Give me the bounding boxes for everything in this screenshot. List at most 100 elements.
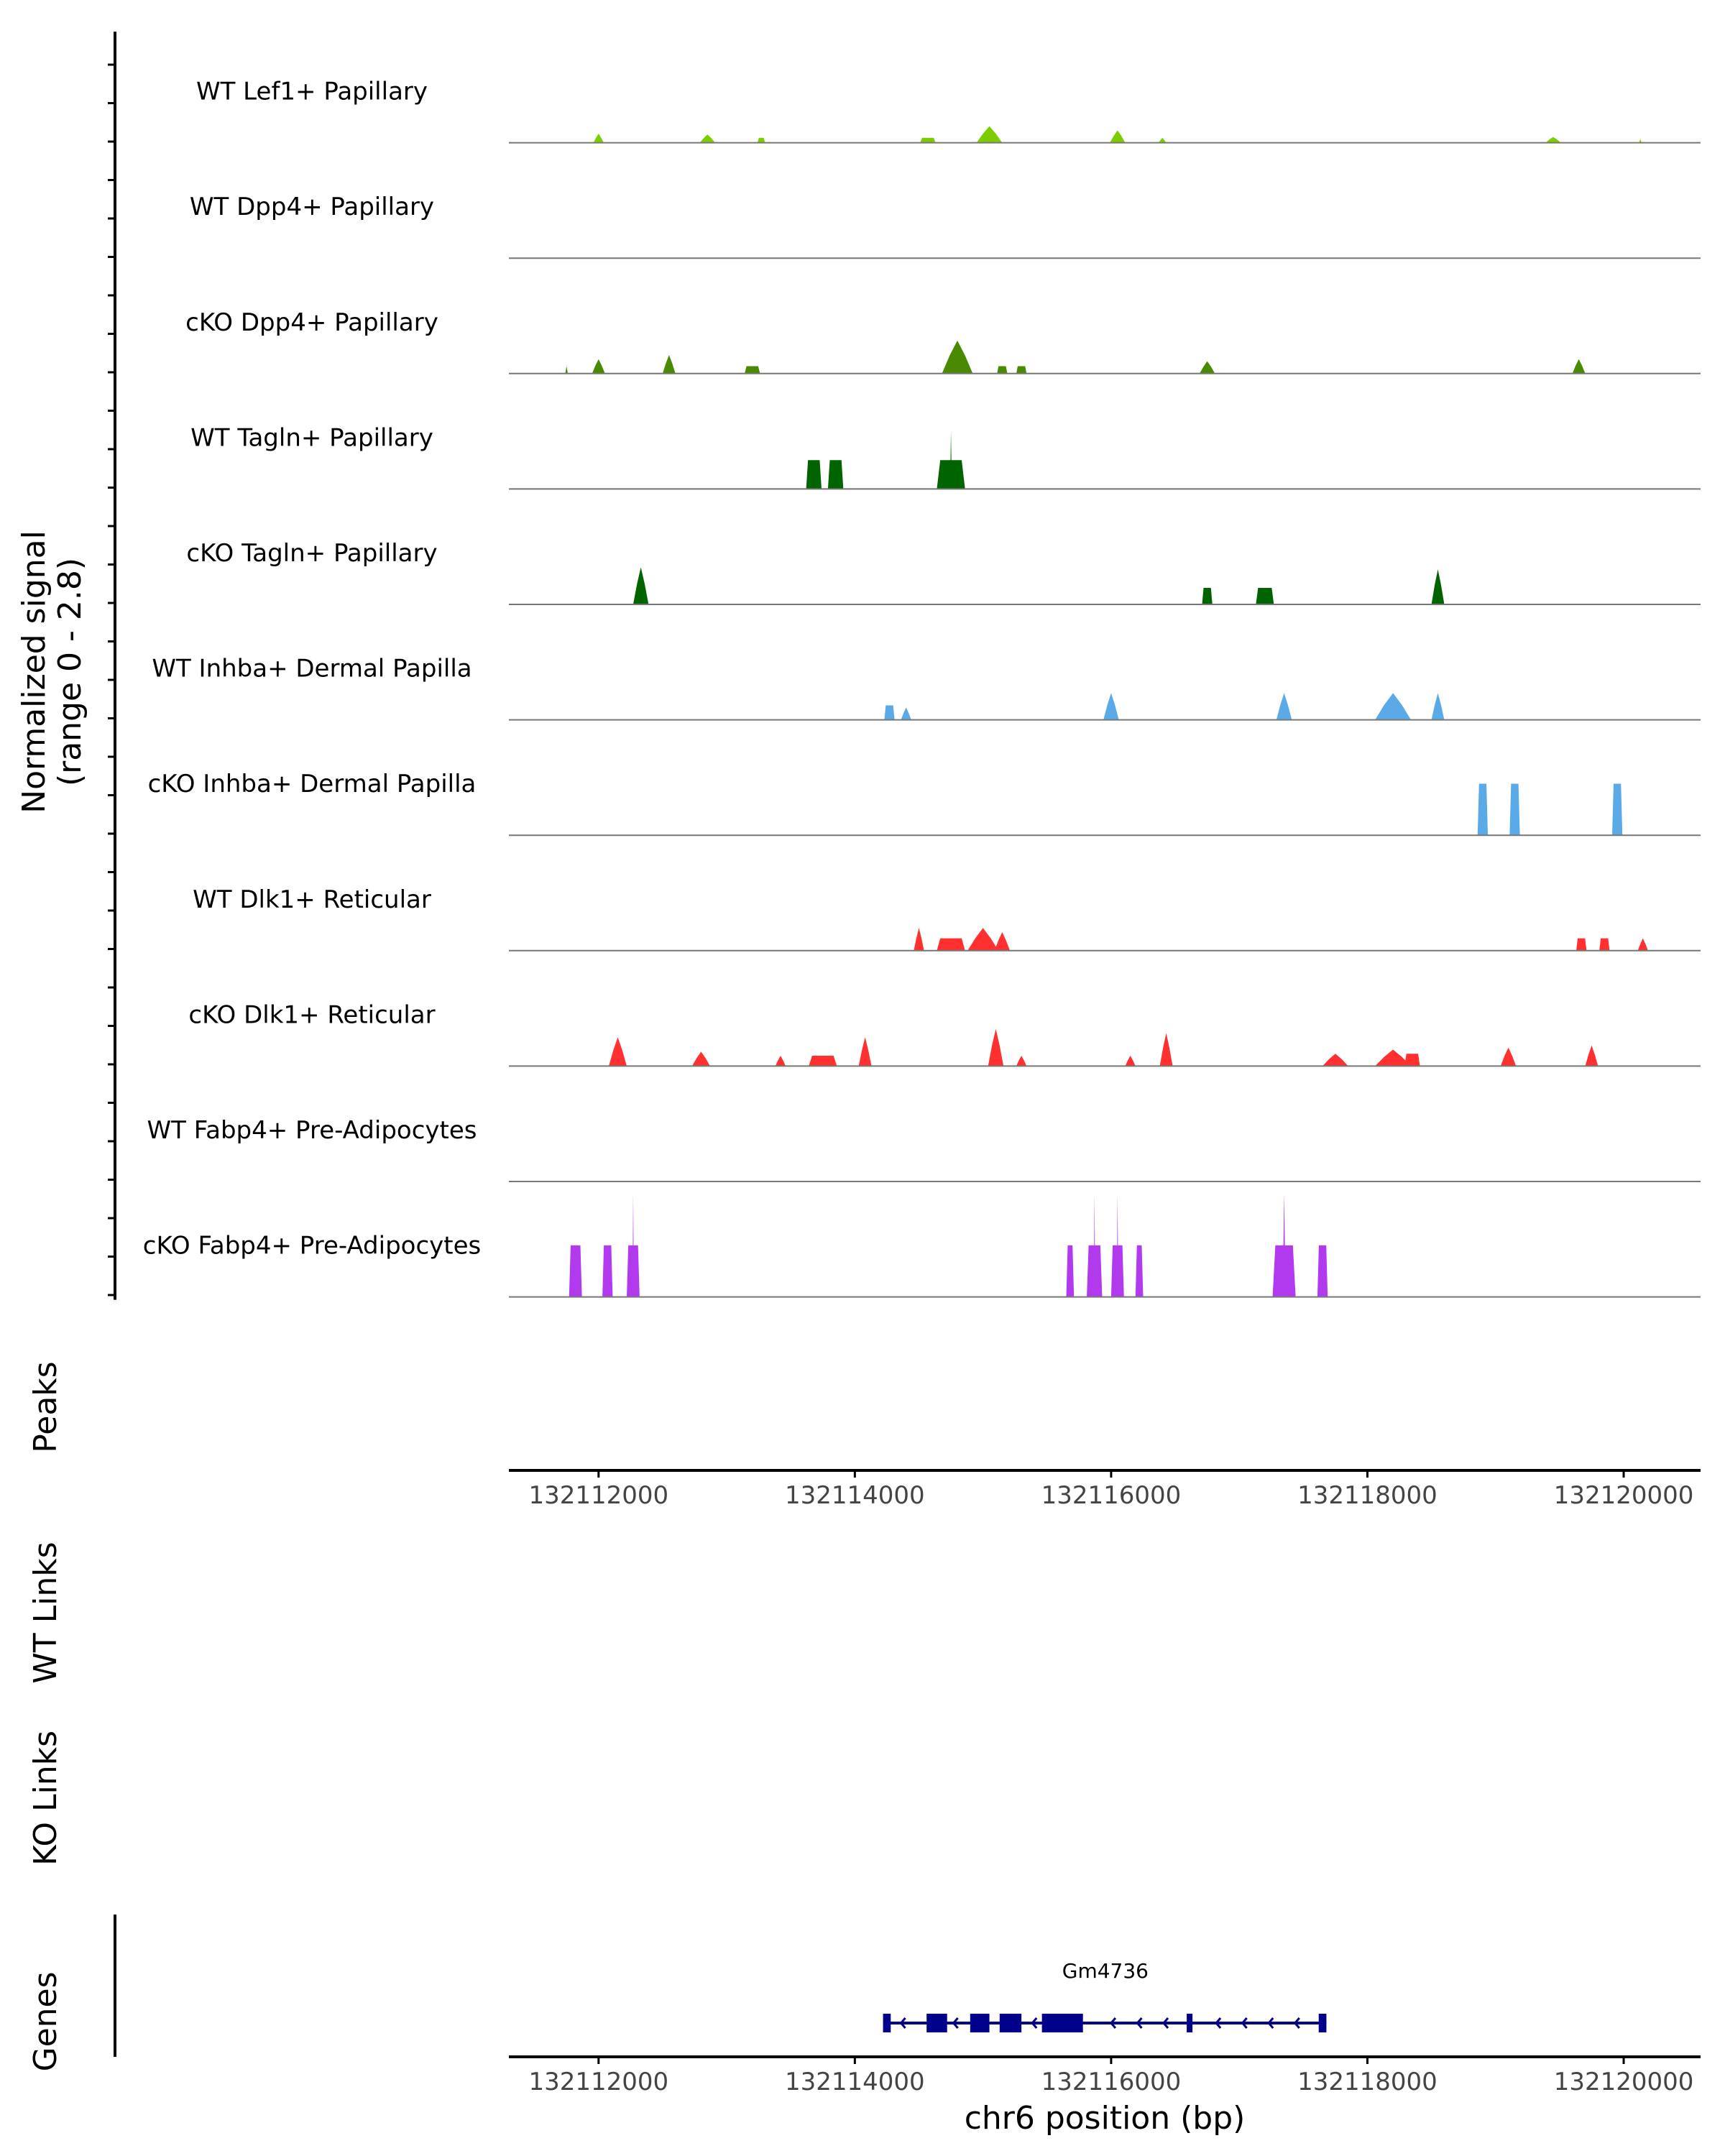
gene-exon [1318,2014,1327,2032]
strand-arrow [1293,2017,1300,2029]
track [509,693,1701,721]
track-label: cKO Dlk1+ Reticular [188,1000,435,1029]
signal-peak [1016,366,1027,374]
signal-peak [1202,588,1213,604]
signal-peak [994,931,1011,951]
strand-arrow [1162,2017,1169,2029]
panel-label-wt-links: WT Links [27,1542,64,1683]
signal-peak [1125,1056,1136,1067]
strand-arrow [1241,2017,1248,2029]
signal-peak [1500,1047,1517,1067]
gene-name-label: Gm4736 [1062,1959,1149,1983]
signal-peak [997,366,1008,374]
peaks-x-tick-label: 132118000 [1297,1481,1438,1510]
y-axis-label-line1: Normalized signal [16,530,52,814]
signal-peak [1322,1054,1348,1067]
signal-peak [1276,693,1292,720]
track-label: WT Fabp4+ Pre-Adipocytes [147,1116,477,1145]
signal-peak [976,126,1003,143]
strand-arrow [1215,2017,1222,2029]
signal-peak [942,340,973,374]
signal-peak [565,365,569,374]
signal-peak [569,1245,582,1297]
signal-peak [967,928,999,951]
genes-x-tick-label: 132120000 [1554,2068,1694,2096]
signal-peak [757,137,765,143]
signal-peak [806,460,822,489]
signal-peak [809,1056,837,1067]
signal-peak [1576,938,1587,951]
peaks-x-axis: 132112000 132114000 132116000 132118000 1321… [509,1469,1701,1510]
strand-arrow [899,2017,906,2029]
signal-peak [1599,938,1610,951]
peaks-x-tick-label: 132120000 [1554,1481,1694,1510]
peaks-x-tick-label: 132116000 [1041,1481,1182,1510]
signal-peak [662,354,676,374]
panel-label-genes: Genes [27,1971,64,2071]
signal-peak [609,1037,627,1067]
track [509,431,1701,490]
signal-peak [858,1037,872,1067]
panel-label-peaks: Peaks [27,1361,64,1452]
signal-peak [1016,1056,1027,1067]
gene-exon [883,2014,891,2032]
signal-peak [1159,1033,1173,1067]
strand-arrow [1031,2017,1038,2029]
signal-peak [1103,693,1119,720]
gene-exon [999,2014,1022,2032]
signal-peak [602,1245,613,1297]
gene-model: Gm4736 [883,1959,1327,2032]
signal-peak [884,705,895,720]
track [509,567,1701,605]
peaks-x-tick-label: 132114000 [785,1481,925,1510]
track [509,1028,1701,1067]
y-axis-label-line2: (range 0 - 2.8) [52,558,88,786]
gene-exon [1187,2014,1193,2032]
track-label: WT Tagln+ Papillary [190,423,433,452]
signal-peak [1477,783,1489,836]
track-label: WT Dlk1+ Reticular [193,885,431,914]
genes-x-axis: 132112000 132114000 132116000 132118000 1321… [509,2055,1701,2096]
track [509,1194,1701,1298]
signal-peak [1572,359,1586,374]
signal-peak [1135,1245,1144,1297]
track-label: cKO Inhba+ Dermal Papilla [148,770,477,798]
signal-peak [827,460,844,489]
gene-exon [926,2014,947,2032]
signal-peak [988,1028,1004,1067]
track-label: WT Lef1+ Papillary [196,78,428,106]
signal-peak [1639,138,1642,143]
track [509,340,1701,374]
gene-exon [1041,2014,1083,2032]
genes-x-tick-label: 132114000 [785,2068,925,2096]
track-label: cKO Fabp4+ Pre-Adipocytes [143,1232,482,1261]
signal-peak [1116,1194,1118,1297]
signal-peak [1611,783,1623,836]
track-label: WT Inhba+ Dermal Papilla [152,655,472,683]
signal-peak [1093,1194,1095,1297]
signal-peak [1317,1245,1328,1297]
signal-peak [1585,1045,1598,1067]
strand-arrow [952,2017,959,2029]
coverage-tracks [509,126,1701,1298]
signal-peak [592,359,605,374]
peaks-x-tick-label: 132112000 [528,1481,668,1510]
signal-peak [745,366,760,374]
strand-arrow [1109,2017,1117,2029]
signal-peak [1431,569,1445,604]
signal-peak [920,137,936,143]
track-labels: WT Lef1+ Papillary WT Dpp4+ Papillary cKO … [143,78,482,1261]
track-label: cKO Dpp4+ Papillary [185,308,438,337]
signal-peak [699,134,716,143]
track-label: WT Dpp4+ Papillary [190,193,434,221]
signal-peak [949,431,952,489]
signal-peak [1256,588,1274,604]
genes-x-tick-label: 132118000 [1297,2068,1438,2096]
signal-peak [632,1194,634,1297]
track [509,783,1701,837]
gene-exon [970,2014,990,2032]
signal-peak [1282,1194,1286,1297]
strand-arrow [1136,2017,1143,2029]
signal-peak [1637,938,1648,951]
